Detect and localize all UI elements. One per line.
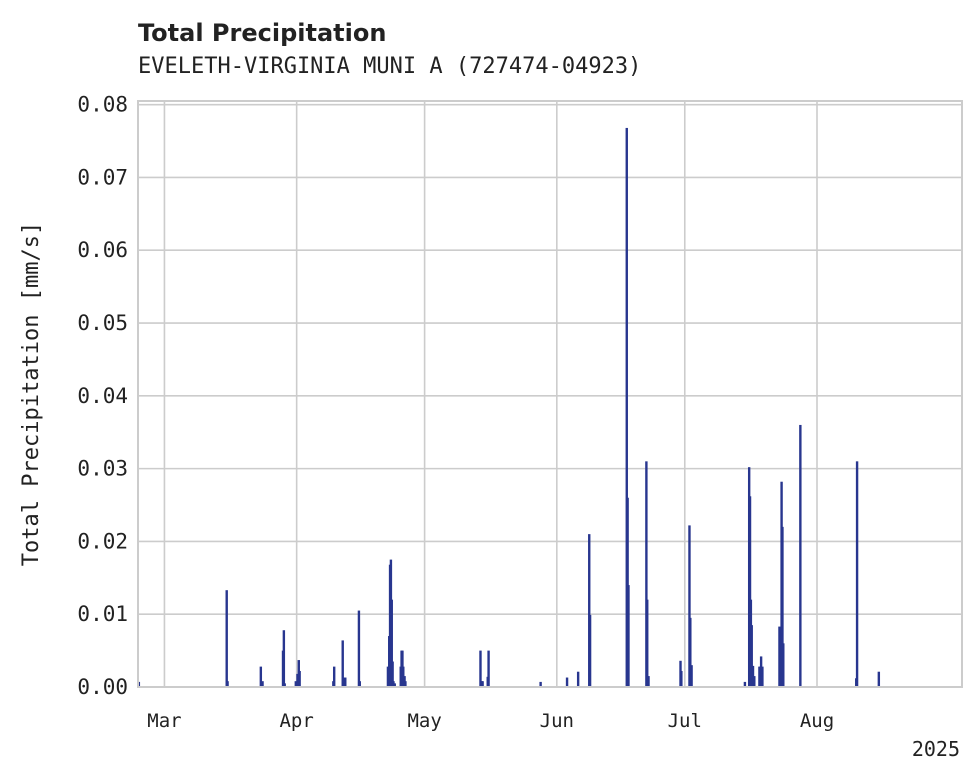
precip-bar <box>627 585 630 687</box>
precip-bar <box>332 666 336 687</box>
precip-bar <box>392 681 395 687</box>
precip-bar <box>588 534 591 687</box>
precip-bar <box>759 656 763 687</box>
precip-bar <box>750 625 753 687</box>
precip-bar <box>386 666 390 687</box>
precip-bar <box>393 683 396 687</box>
chart-subtitle: EVELETH-VIRGINIA MUNI A (727474-04923) <box>138 54 641 79</box>
precip-bar <box>481 681 484 687</box>
precip-bar <box>344 677 347 687</box>
y-axis-label: Total Precipitation [mm/s] <box>19 222 44 566</box>
precip-bar <box>647 676 650 687</box>
precip-bar <box>565 677 569 687</box>
precip-bar <box>588 614 592 687</box>
precip-bar <box>539 681 542 687</box>
x-tick-label: May <box>407 710 441 732</box>
precip-bar <box>748 496 752 687</box>
precip-bar <box>751 665 755 687</box>
x-tick-label: Jul <box>668 710 702 732</box>
precip-bar <box>282 630 286 687</box>
gridlines <box>138 101 962 688</box>
chart-title: Total Precipitation <box>138 19 386 47</box>
precip-bar <box>625 127 628 688</box>
precip-bar <box>296 673 299 687</box>
x-axis: Mar Apr May Jun Jul Aug <box>147 710 834 732</box>
precip-bar <box>877 671 881 687</box>
precip-bar <box>259 666 263 687</box>
y-tick-label: 0.02 <box>77 529 128 553</box>
precip-bar <box>261 681 264 687</box>
precip-bar <box>688 525 691 687</box>
bar-series <box>137 127 881 688</box>
precip-bar <box>799 424 802 687</box>
y-tick-label: 0.03 <box>77 457 128 481</box>
y-tick-label: 0.06 <box>77 238 128 262</box>
precip-bar <box>690 665 693 687</box>
precip-bar <box>689 617 692 687</box>
x-tick-label: Jun <box>540 710 574 732</box>
precip-bar <box>298 670 301 687</box>
precip-bar <box>645 461 648 687</box>
precip-bar <box>781 526 784 687</box>
precip-bar <box>743 681 747 687</box>
precip-bar <box>404 681 407 687</box>
precip-bar <box>283 683 286 687</box>
precip-bar <box>855 461 859 687</box>
precip-bar <box>341 640 344 687</box>
precip-bar <box>479 650 482 687</box>
y-axis: 0.00 0.01 0.02 0.03 0.04 0.05 0.06 0.07 0.08 <box>77 93 128 699</box>
precip-bar <box>390 599 393 687</box>
precip-bar <box>358 681 361 687</box>
y-tick-label: 0.04 <box>77 384 128 408</box>
precip-bar <box>391 661 394 687</box>
y-tick-label: 0.07 <box>77 165 128 189</box>
precip-bar <box>357 610 361 687</box>
precip-bar <box>402 666 405 687</box>
y-tick-label: 0.05 <box>77 311 128 335</box>
precip-bar <box>226 681 229 687</box>
y-tick-label: 0.08 <box>77 93 128 117</box>
precip-bar <box>225 590 228 687</box>
precip-bar <box>294 681 298 687</box>
precip-bar <box>342 677 346 687</box>
precip-bar <box>761 666 764 687</box>
x-tick-label: Aug <box>800 710 834 732</box>
precip-bar <box>487 650 490 687</box>
y-tick-label: 0.01 <box>77 602 128 626</box>
plot-frame <box>137 100 963 688</box>
x-tick-label: Mar <box>147 710 181 732</box>
y-tick-label: 0.00 <box>77 675 128 699</box>
x-axis-year-label: 2025 <box>912 737 960 761</box>
precip-bar <box>779 639 782 687</box>
x-tick-label: Apr <box>279 710 313 732</box>
precip-bar <box>680 670 683 687</box>
precip-bar <box>782 643 785 687</box>
precip-bar <box>753 676 756 687</box>
precip-bar <box>576 671 580 687</box>
precip-bar <box>646 599 649 687</box>
